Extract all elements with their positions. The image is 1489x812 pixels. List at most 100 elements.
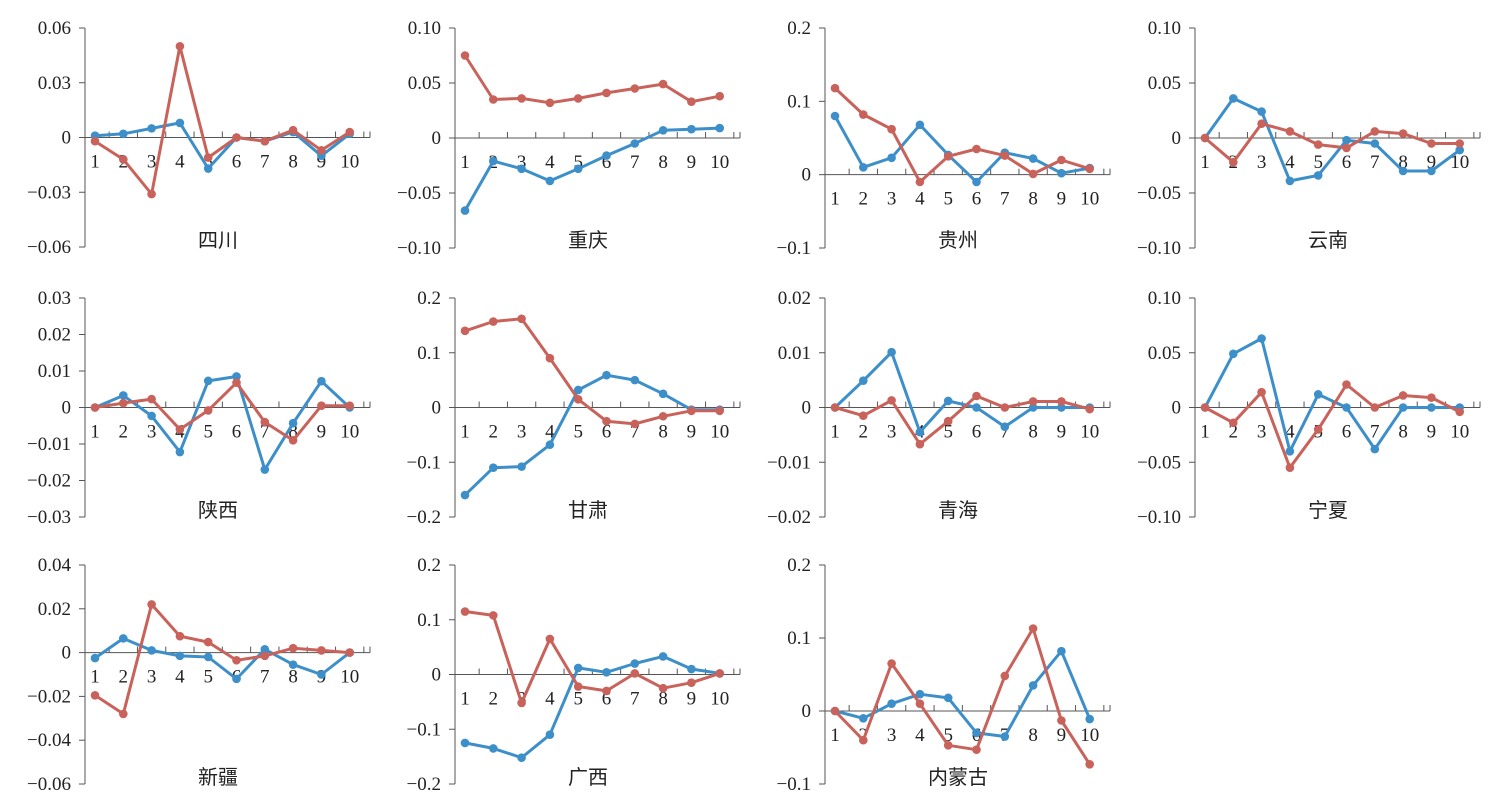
series-2-point — [887, 659, 896, 668]
x-tick-label: 10 — [1080, 422, 1099, 443]
series-1-point — [1370, 444, 1380, 454]
y-tick-label: 0.10 — [1148, 18, 1181, 39]
series-1-point — [602, 151, 611, 160]
y-tick-label: −0.10 — [1137, 507, 1181, 528]
series-1-point — [517, 164, 526, 174]
x-tick-label: 3 — [1257, 152, 1267, 173]
series-2-point — [203, 153, 213, 162]
chart-panel-1: 0.060.030−0.03−0.0612345678910四川 — [27, 18, 371, 258]
series-2-point — [260, 651, 270, 661]
y-tick-label: −0.10 — [1137, 238, 1181, 259]
series-1-point — [90, 653, 100, 663]
series-1-point — [545, 440, 555, 450]
series-1-point — [203, 164, 213, 173]
series-1-point — [119, 634, 128, 643]
series-2-point — [1257, 119, 1266, 128]
y-tick-label: −0.03 — [27, 182, 71, 203]
series-1-point — [687, 124, 696, 134]
series-1-point — [1028, 403, 1038, 412]
series-2-point — [545, 353, 555, 363]
series-2-point — [1057, 397, 1066, 406]
x-tick-label: 9 — [687, 689, 697, 710]
series-1-line — [463, 373, 720, 497]
y-tick-label: −0.2 — [407, 774, 441, 795]
series-1-point — [573, 164, 583, 174]
series-1-point — [260, 645, 270, 654]
series-2-point — [658, 79, 668, 89]
series-1-point — [687, 664, 696, 674]
x-tick-label: 1 — [90, 422, 100, 443]
series-2-point — [1455, 139, 1464, 148]
y-tick-label: 0 — [432, 128, 442, 149]
y-tick-label: −0.02 — [767, 507, 811, 528]
x-tick-label: 3 — [147, 152, 157, 173]
x-tick-label: 2 — [119, 667, 129, 688]
series-1-point — [943, 396, 953, 406]
series-2-point — [630, 419, 640, 429]
x-tick-label: 4 — [1285, 422, 1295, 443]
series-2-point — [1285, 127, 1295, 136]
series-2-point — [147, 394, 156, 404]
series-1-line — [463, 126, 720, 212]
y-tick-label: 0.02 — [778, 288, 811, 309]
series-1-point — [1000, 422, 1010, 431]
series-2-point — [1370, 127, 1380, 136]
series-1-point — [887, 347, 896, 357]
series-1-point — [658, 389, 668, 399]
series-1-point — [915, 689, 925, 699]
series-2-point — [1000, 671, 1010, 681]
series-2-point — [119, 155, 128, 164]
y-tick-label: −0.2 — [407, 507, 441, 528]
x-tick-label: 7 — [630, 422, 640, 443]
x-tick-label: 9 — [1057, 189, 1067, 210]
chart-panel-5: 0.030.020.010−0.01−0.02−0.0312345678910陕… — [27, 288, 371, 528]
series-1-line — [94, 375, 351, 472]
y-tick-label: 0 — [62, 398, 72, 419]
x-tick-label: 6 — [972, 422, 982, 443]
x-tick-label: 7 — [630, 152, 640, 173]
series-1-line — [94, 636, 351, 681]
chart-panel-4: 0.100.050−0.05−0.1012345678910云南 — [1137, 18, 1481, 259]
series-2-point — [260, 417, 270, 427]
x-tick-label: 8 — [658, 152, 668, 173]
x-tick-label: 8 — [288, 152, 298, 173]
series-2-line — [834, 394, 1091, 446]
y-tick-label: 0.01 — [778, 343, 811, 364]
series-1-line — [1203, 337, 1460, 453]
series-2-point — [687, 97, 696, 106]
series-2-point — [545, 98, 555, 108]
series-1-point — [915, 120, 925, 130]
series-2-point — [630, 84, 640, 93]
x-tick-label: 3 — [887, 189, 897, 210]
series-1-point — [147, 411, 156, 421]
series-2-point — [517, 698, 526, 708]
series-2-point — [345, 127, 355, 137]
series-1-point — [1313, 171, 1323, 180]
series-2-point — [1427, 139, 1436, 148]
series-2-point — [288, 125, 298, 135]
y-tick-label: 0.03 — [38, 288, 71, 309]
y-tick-label: 0 — [802, 398, 812, 419]
series-2-point — [943, 416, 953, 426]
series-2-point — [90, 136, 100, 146]
x-tick-label: 10 — [340, 667, 359, 688]
x-tick-label: 5 — [573, 152, 583, 173]
x-tick-label: 4 — [1285, 152, 1295, 173]
series-2-point — [915, 439, 925, 449]
x-tick-label: 1 — [830, 422, 840, 443]
series-2-point — [147, 189, 156, 199]
series-2-point — [489, 611, 498, 620]
series-1-point — [1285, 176, 1295, 186]
series-2-point — [1285, 463, 1295, 473]
x-tick-label: 10 — [1080, 725, 1099, 746]
series-2-point — [175, 425, 185, 434]
series-1-point — [630, 139, 640, 148]
y-tick-label: 0.04 — [38, 555, 72, 576]
series-1-point — [1257, 334, 1266, 343]
series-2-line — [1204, 383, 1461, 470]
series-2-point — [288, 436, 298, 445]
series-2-point — [288, 643, 298, 653]
series-1-point — [545, 730, 555, 740]
y-tick-label: 0 — [802, 701, 812, 722]
x-tick-label: 1 — [460, 689, 470, 710]
